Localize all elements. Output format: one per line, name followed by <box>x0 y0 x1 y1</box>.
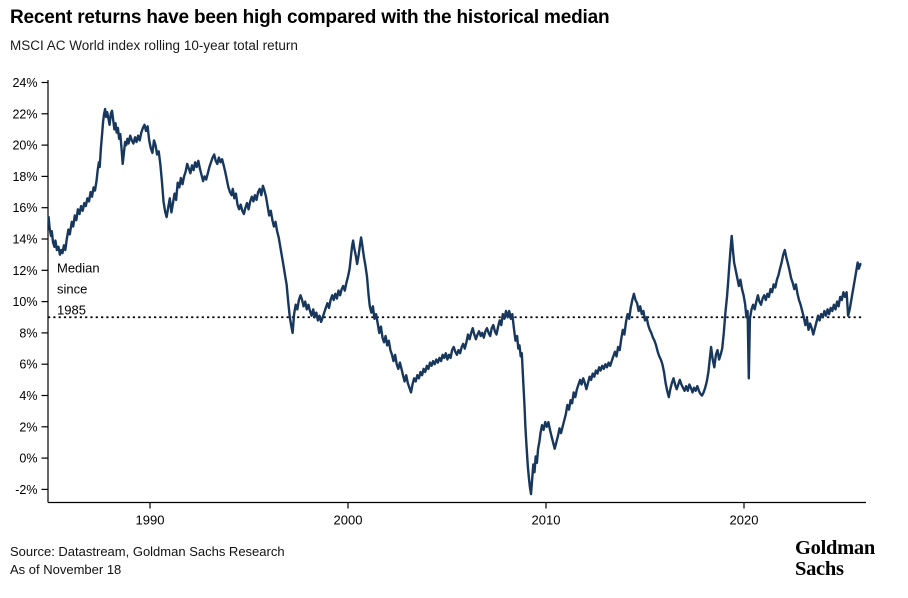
x-tick-label: 1990 <box>136 513 165 528</box>
y-tick-label: 12% <box>12 264 37 278</box>
y-tick-label: 16% <box>12 201 37 215</box>
x-tick-label: 2010 <box>532 513 561 528</box>
y-tick-label: 18% <box>12 170 37 184</box>
logo-line-sachs: Sachs <box>795 558 844 580</box>
returns-line <box>47 107 862 496</box>
y-tick-label: 14% <box>12 233 37 247</box>
median-annotation-line: Median <box>57 260 100 275</box>
chart-title: Recent returns have been high compared w… <box>10 7 610 28</box>
median-annotation-line: since <box>57 281 87 296</box>
y-tick-label: 0% <box>19 452 37 466</box>
as-of-text: As of November 18 <box>10 562 122 577</box>
y-tick-label: 10% <box>12 295 37 309</box>
x-tick-label: 2020 <box>730 513 759 528</box>
y-tick-label: 20% <box>12 139 37 153</box>
y-tick-label: 4% <box>19 389 37 403</box>
y-tick-label: -2% <box>15 483 37 497</box>
y-tick-label: 2% <box>19 420 37 434</box>
x-tick-label: 2000 <box>334 513 363 528</box>
chart-subtitle: MSCI AC World index rolling 10-year tota… <box>10 38 298 53</box>
source-text: Source: Datastream, Goldman Sachs Resear… <box>10 544 285 559</box>
y-tick-label: 22% <box>12 107 37 121</box>
goldman-sachs-logo: Goldman Sachs <box>795 538 875 580</box>
logo-line-goldman: Goldman <box>795 537 875 559</box>
y-tick-label: 6% <box>19 358 37 372</box>
footer-source: Source: Datastream, Goldman Sachs Resear… <box>10 543 285 579</box>
y-tick-label: 8% <box>19 326 37 340</box>
y-tick-label: 24% <box>12 76 37 90</box>
median-annotation-line: 1985 <box>57 302 86 317</box>
